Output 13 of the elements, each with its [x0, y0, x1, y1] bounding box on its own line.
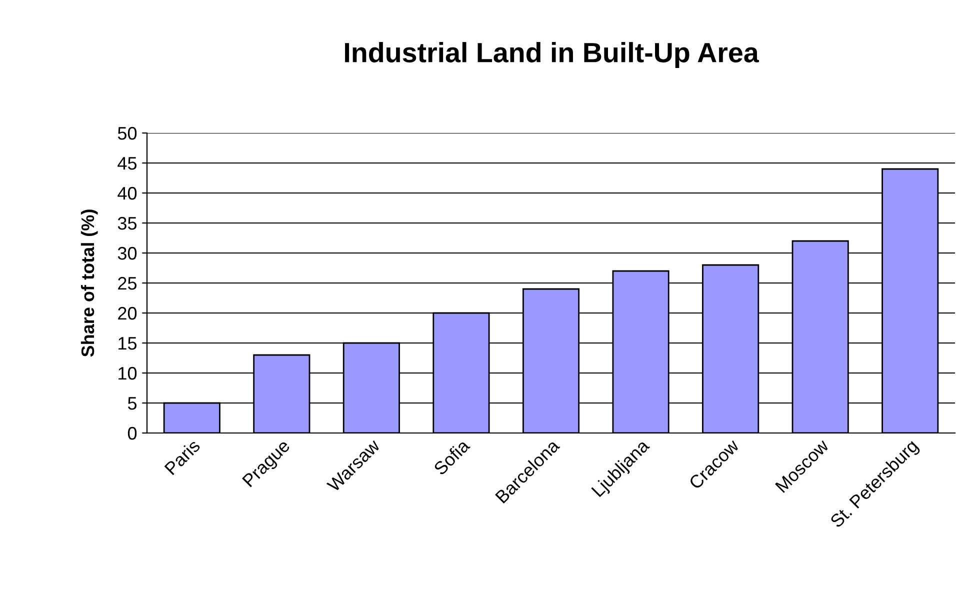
y-tick-label: 20 — [118, 306, 137, 320]
y-tick-label: 45 — [118, 157, 137, 170]
y-tick-label: 30 — [118, 246, 137, 260]
y-tick-label: 5 — [128, 397, 137, 410]
y-axis-title: Share of total (%) — [80, 210, 98, 357]
y-tick-label: 15 — [118, 337, 137, 350]
y-tick-label: 25 — [118, 276, 137, 290]
y-tick-label: 40 — [118, 186, 137, 200]
chart-title: Industrial Land in Built-Up Area — [345, 42, 760, 68]
y-tick-label: 10 — [118, 366, 137, 380]
y-tick-label: 35 — [118, 216, 137, 230]
y-tick-label: 50 — [118, 126, 137, 140]
y-tick-label: 0 — [128, 426, 137, 440]
